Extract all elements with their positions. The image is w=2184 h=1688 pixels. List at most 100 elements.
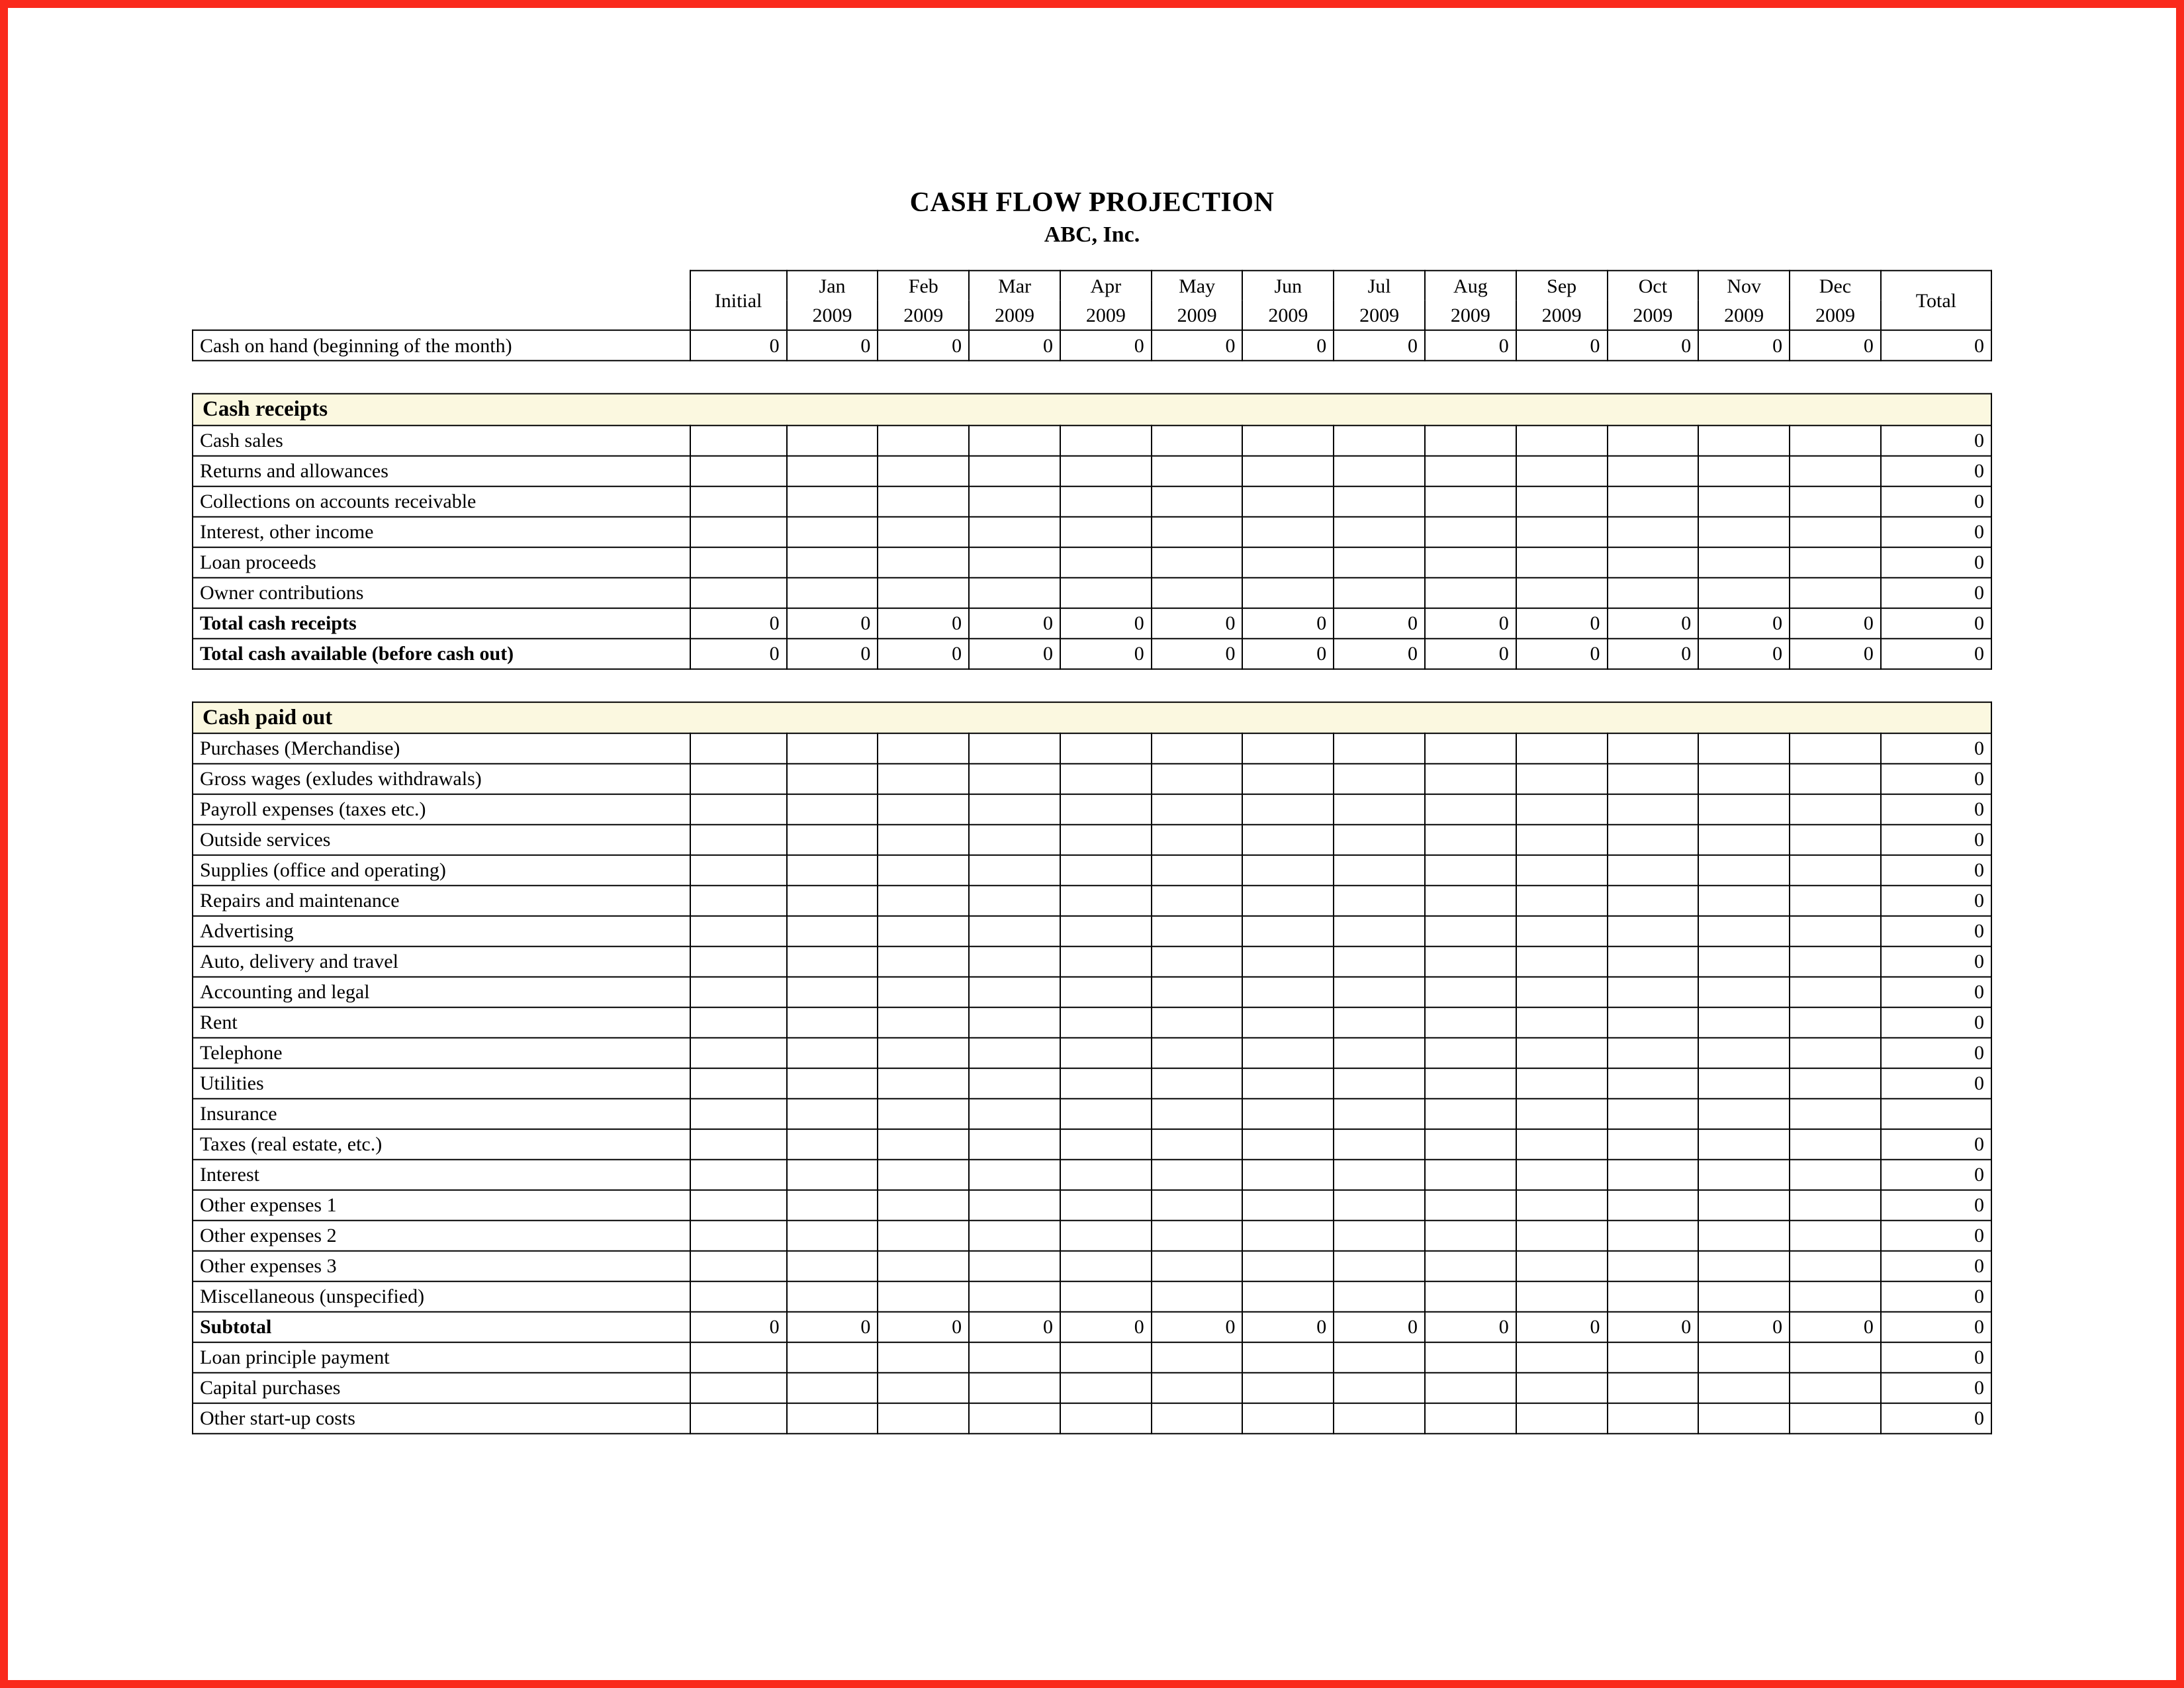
cell-total: 0 bbox=[1881, 1342, 1991, 1373]
col-year: 2009 bbox=[969, 301, 1060, 330]
cell: 0 bbox=[1608, 608, 1699, 638]
cell: 0 bbox=[1881, 638, 1991, 669]
cell-total: 0 bbox=[1881, 455, 1991, 486]
cell-total: 0 bbox=[1881, 1403, 1991, 1434]
table-row: Gross wages (exludes withdrawals)0 bbox=[193, 764, 1991, 794]
col-year: 2009 bbox=[1425, 301, 1516, 330]
cell: 0 bbox=[1516, 608, 1608, 638]
cell-total: 0 bbox=[1881, 486, 1991, 516]
table-row: Other expenses 10 bbox=[193, 1190, 1991, 1221]
cell: 0 bbox=[1425, 330, 1516, 361]
row-label: Total cash receipts bbox=[193, 608, 690, 638]
row-label: Collections on accounts receivable bbox=[193, 486, 690, 516]
cell-total: 0 bbox=[1881, 733, 1991, 764]
table-row: Purchases (Merchandise) 0 bbox=[193, 733, 1991, 764]
cell: 0 bbox=[1881, 330, 1991, 361]
cell: 0 bbox=[969, 1312, 1060, 1342]
cell: 0 bbox=[1698, 1312, 1790, 1342]
row-label: Insurance bbox=[193, 1099, 690, 1129]
cell-total: 0 bbox=[1881, 794, 1991, 825]
row-label: Accounting and legal bbox=[193, 977, 690, 1008]
row-label: Telephone bbox=[193, 1038, 690, 1068]
col-month: May bbox=[1152, 271, 1243, 301]
cell: 0 bbox=[1790, 330, 1881, 361]
cell: 0 bbox=[690, 608, 787, 638]
row-total-receipts: Total cash receipts 00000000000000 bbox=[193, 608, 1991, 638]
cell: 0 bbox=[1608, 638, 1699, 669]
row-label: Cash sales bbox=[193, 425, 690, 455]
table-row: Auto, delivery and travel0 bbox=[193, 947, 1991, 977]
row-label: Total cash available (before cash out) bbox=[193, 638, 690, 669]
cell: 0 bbox=[1334, 1312, 1425, 1342]
cell-total: 0 bbox=[1881, 1190, 1991, 1221]
table-row: Rent 0 bbox=[193, 1008, 1991, 1038]
cell-total: 0 bbox=[1881, 1221, 1991, 1251]
col-month: Jun bbox=[1242, 271, 1334, 301]
row-label: Gross wages (exludes withdrawals) bbox=[193, 764, 690, 794]
table-row: Capital purchases 0 bbox=[193, 1373, 1991, 1403]
table-row: Interest, other income0 bbox=[193, 516, 1991, 547]
table-row: Other start-up costs 0 bbox=[193, 1403, 1991, 1434]
cell: 0 bbox=[1425, 1312, 1516, 1342]
section-header-receipts: Cash receipts bbox=[193, 394, 1991, 425]
cash-flow-table: Initial Jan Feb Mar Apr May Jun Jul Aug … bbox=[192, 270, 1992, 1434]
col-year: 2009 bbox=[1516, 301, 1608, 330]
row-label: Auto, delivery and travel bbox=[193, 947, 690, 977]
cell: 0 bbox=[1608, 1312, 1699, 1342]
cell-total: 0 bbox=[1881, 1129, 1991, 1160]
row-label: Taxes (real estate, etc.) bbox=[193, 1129, 690, 1160]
table-row: Cash sales0 bbox=[193, 425, 1991, 455]
col-year: 2009 bbox=[1060, 301, 1152, 330]
cell: 0 bbox=[1152, 608, 1243, 638]
section-header-paidout: Cash paid out bbox=[193, 702, 1991, 733]
cell-total: 0 bbox=[1881, 1282, 1991, 1312]
table-row: Payroll expenses (taxes etc.) 0 bbox=[193, 794, 1991, 825]
row-label: Other expenses 2 bbox=[193, 1221, 690, 1251]
cell-total: 0 bbox=[1881, 1373, 1991, 1403]
table-row: Telephone0 bbox=[193, 1038, 1991, 1068]
row-label: Outside services bbox=[193, 825, 690, 855]
section-title: Cash paid out bbox=[193, 702, 1991, 733]
cell: 0 bbox=[787, 638, 878, 669]
table-row: Interest 0 bbox=[193, 1160, 1991, 1190]
cell: 0 bbox=[1790, 1312, 1881, 1342]
row-label: Rent bbox=[193, 1008, 690, 1038]
col-month: Aug bbox=[1425, 271, 1516, 301]
cell-total: 0 bbox=[1881, 1160, 1991, 1190]
row-label: Supplies (office and operating) bbox=[193, 855, 690, 886]
cell-total: 0 bbox=[1881, 547, 1991, 577]
cell-total: 0 bbox=[1881, 1068, 1991, 1099]
cell: 0 bbox=[969, 608, 1060, 638]
cell: 0 bbox=[1242, 1312, 1334, 1342]
table-row: Utilities0 bbox=[193, 1068, 1991, 1099]
cell: 0 bbox=[1425, 608, 1516, 638]
cell: 0 bbox=[878, 608, 969, 638]
cell-total: 0 bbox=[1881, 1008, 1991, 1038]
cell-total: 0 bbox=[1881, 516, 1991, 547]
cell: 0 bbox=[1152, 638, 1243, 669]
cell-total: 0 bbox=[1881, 977, 1991, 1008]
column-header-bottom: 2009 2009 2009 2009 2009 2009 2009 2009 … bbox=[193, 301, 1991, 330]
cell: 0 bbox=[1334, 638, 1425, 669]
cell: 0 bbox=[1242, 608, 1334, 638]
table-row: Insurance bbox=[193, 1099, 1991, 1129]
table-row: Accounting and legal 0 bbox=[193, 977, 1991, 1008]
col-year: 2009 bbox=[1698, 301, 1790, 330]
cell-total: 0 bbox=[1881, 825, 1991, 855]
row-label: Capital purchases bbox=[193, 1373, 690, 1403]
row-label: Other start-up costs bbox=[193, 1403, 690, 1434]
table-row: Other expenses 2 0 bbox=[193, 1221, 1991, 1251]
row-subtotal: Subtotal 00000000000000 bbox=[193, 1312, 1991, 1342]
row-cash-on-hand: Cash on hand (beginning of the month) 0 … bbox=[193, 330, 1991, 361]
page-title: CASH FLOW PROJECTION bbox=[192, 187, 1992, 218]
row-label: Payroll expenses (taxes etc.) bbox=[193, 794, 690, 825]
row-label: Interest bbox=[193, 1160, 690, 1190]
col-initial: Initial bbox=[690, 271, 787, 330]
row-label: Purchases (Merchandise) bbox=[193, 733, 690, 764]
cell: 0 bbox=[1698, 330, 1790, 361]
table-row: Advertising0 bbox=[193, 916, 1991, 947]
cell: 0 bbox=[1698, 608, 1790, 638]
col-year: 2009 bbox=[878, 301, 969, 330]
cell-total bbox=[1881, 1099, 1991, 1129]
section-title: Cash receipts bbox=[193, 394, 1991, 425]
